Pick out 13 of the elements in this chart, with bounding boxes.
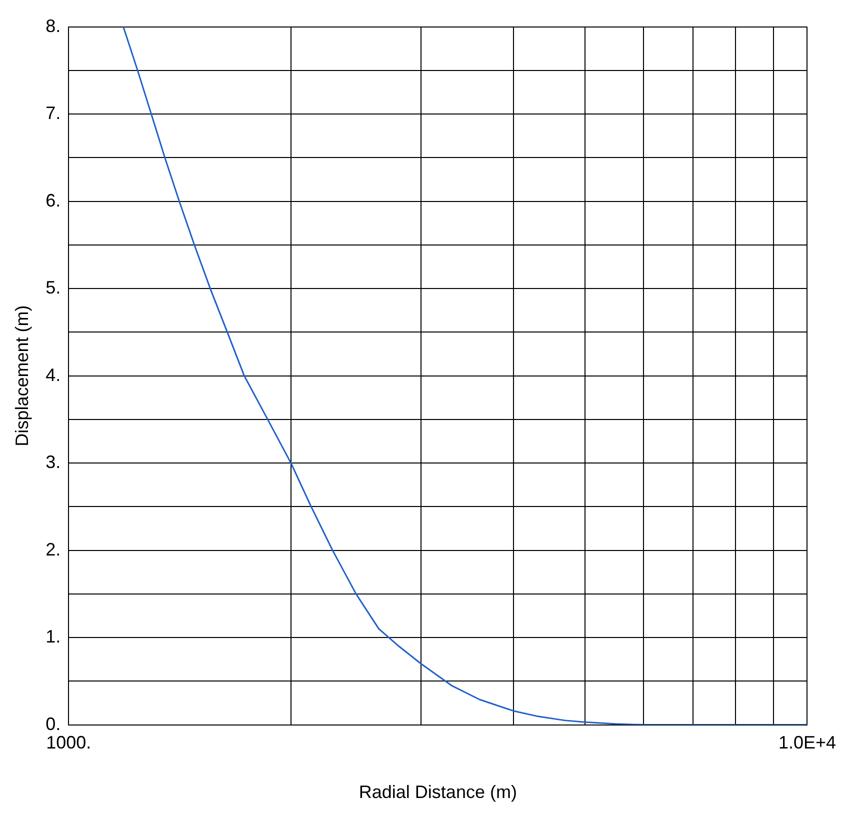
y-tick-label: 0. (46, 714, 61, 734)
y-tick-label: 7. (46, 103, 61, 124)
y-tick-label: 1. (46, 626, 61, 647)
y-axis-title: Displacement (m) (12, 305, 32, 446)
y-tick-label: 2. (46, 539, 61, 560)
x-axis-title: Radial Distance (m) (358, 782, 517, 802)
x-tick-label: 1000. (46, 732, 92, 753)
y-tick-label: 5. (46, 278, 61, 298)
y-tick-label: 4. (46, 364, 61, 385)
y-tick-label: 6. (46, 190, 61, 210)
x-tick-label: 1.0E+4 (778, 732, 836, 753)
y-tick-label: 8. (46, 16, 61, 36)
y-tick-label: 3. (46, 452, 61, 472)
